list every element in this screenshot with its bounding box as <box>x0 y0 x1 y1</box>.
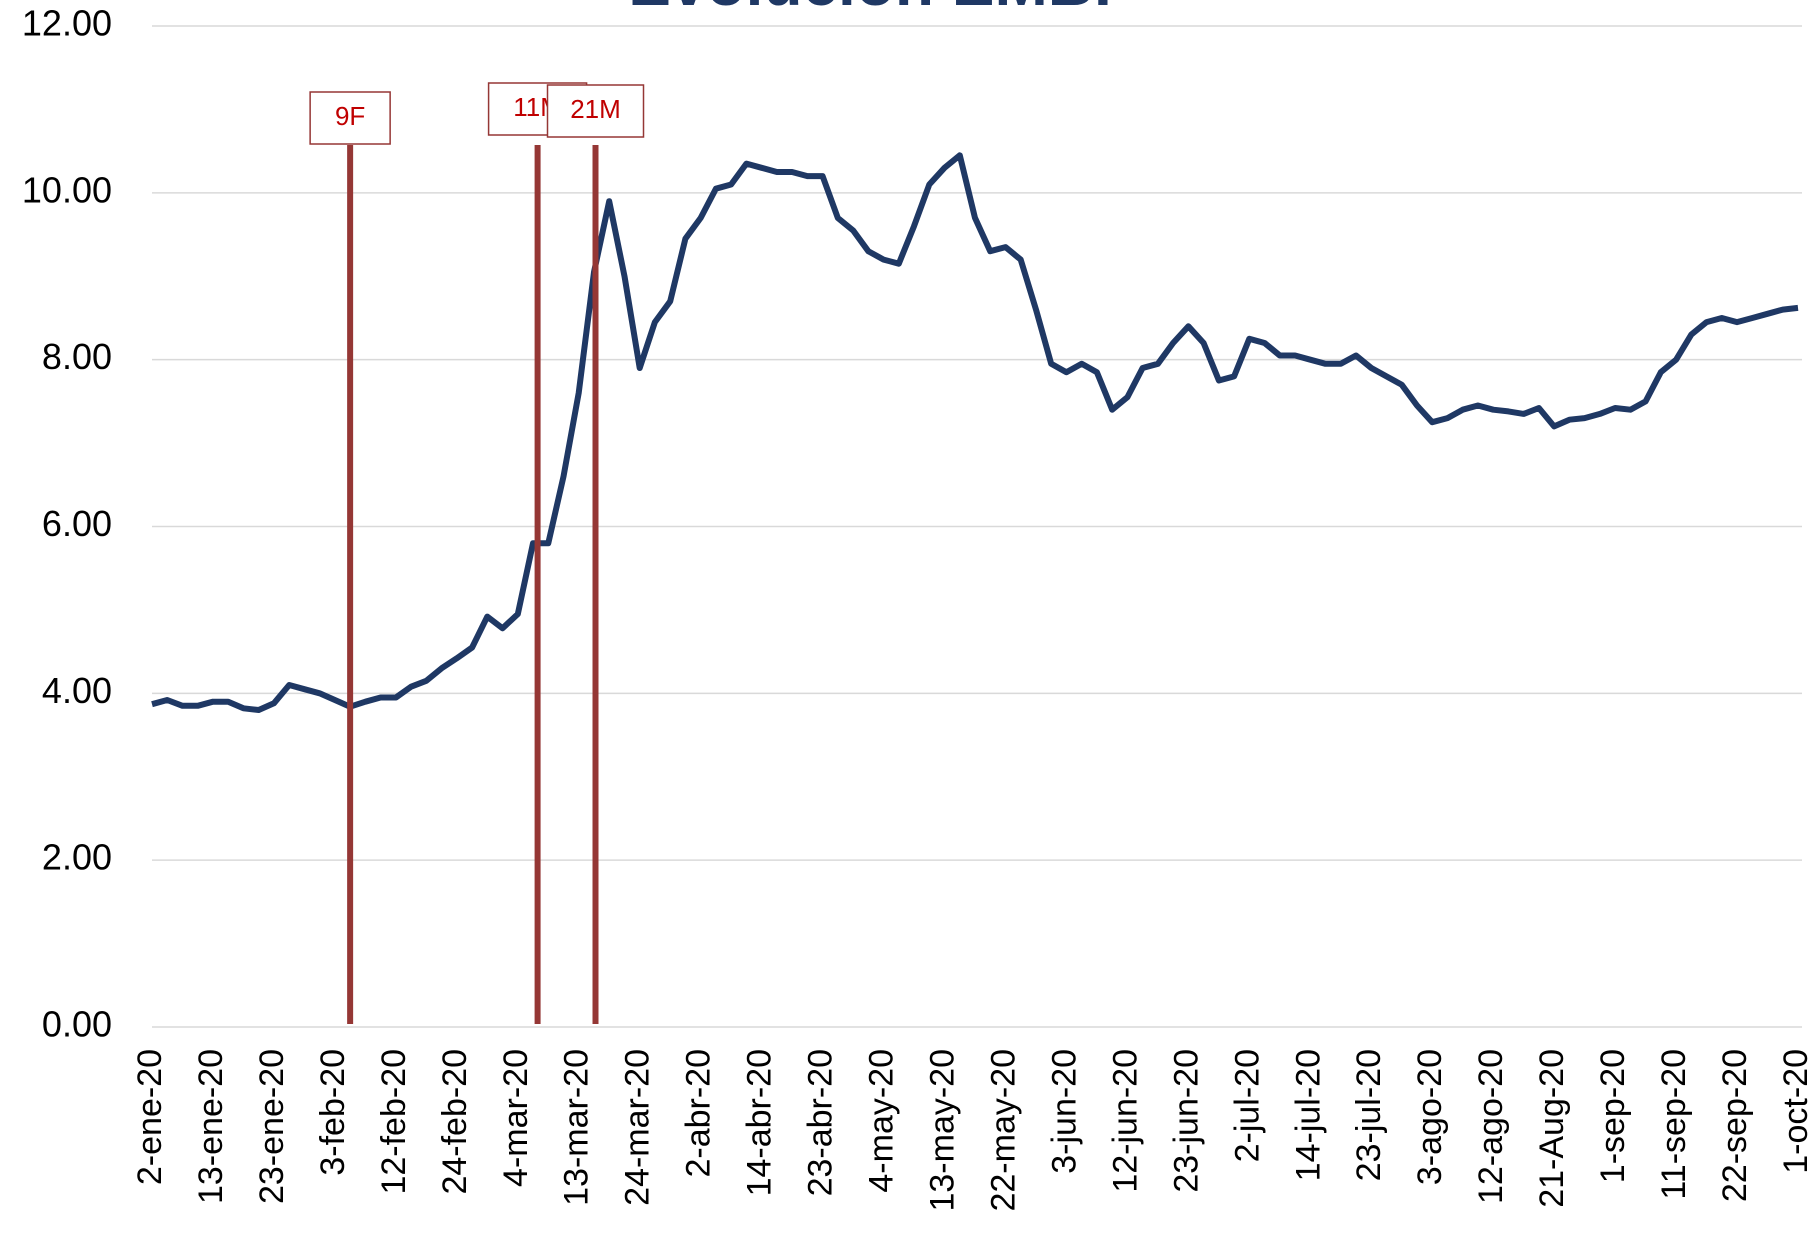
x-tick-label: 21-Aug-20 <box>1533 1049 1571 1208</box>
x-tick-label: 1-sep-20 <box>1594 1049 1632 1183</box>
event-box <box>309 91 391 145</box>
chart-title: Evolución EMBI <box>628 0 1112 19</box>
y-tick-label: 12.00 <box>22 3 112 44</box>
x-tick-label: 23-jul-20 <box>1350 1049 1388 1181</box>
line-series <box>151 152 1799 713</box>
x-tick-label: 12-ago-20 <box>1472 1049 1510 1204</box>
x-tick-label: 3-feb-20 <box>314 1049 352 1176</box>
x-tick-label: 1-oct-20 <box>1777 1049 1815 1174</box>
x-tick-label: 2-abr-20 <box>680 1049 718 1178</box>
x-tick-label: 4-mar-20 <box>497 1049 535 1187</box>
x-tick-label: 14-jul-20 <box>1289 1049 1327 1181</box>
x-tick-label: 22-sep-20 <box>1716 1049 1754 1202</box>
x-tick-label: 12-feb-20 <box>375 1049 413 1195</box>
y-tick-label: 10.00 <box>22 169 112 210</box>
x-tick-label: 23-ene-20 <box>253 1049 291 1204</box>
x-tick-label: 22-may-20 <box>984 1049 1022 1212</box>
x-tick-label: 13-ene-20 <box>192 1049 230 1204</box>
x-tick-label: 24-mar-20 <box>619 1049 657 1206</box>
x-tick-label: 12-jun-20 <box>1106 1049 1144 1193</box>
y-tick-label: 8.00 <box>42 336 112 377</box>
x-tick-label: 14-abr-20 <box>741 1049 779 1196</box>
event-box <box>546 84 645 138</box>
event-label: 21M <box>570 94 621 124</box>
y-tick-label: 2.00 <box>42 837 112 878</box>
y-tick-label: 6.00 <box>42 503 112 544</box>
x-tick-label: 23-jun-20 <box>1167 1049 1205 1193</box>
x-tick-label: 3-ago-20 <box>1411 1049 1449 1185</box>
x-tick-label: 2-jul-20 <box>1228 1049 1266 1162</box>
y-tick-label: 0.00 <box>42 1004 112 1045</box>
event-label: 9F <box>335 101 365 131</box>
x-tick-label: 11-sep-20 <box>1655 1049 1693 1200</box>
y-tick-label: 4.00 <box>42 670 112 711</box>
x-tick-label: 4-may-20 <box>863 1049 901 1193</box>
x-tick-label: 23-abr-20 <box>802 1049 840 1196</box>
x-tick-label: 13-mar-20 <box>558 1049 596 1206</box>
x-tick-label: 2-ene-20 <box>131 1049 169 1185</box>
x-tick-label: 13-may-20 <box>924 1049 962 1212</box>
x-tick-label: 3-jun-20 <box>1045 1049 1083 1174</box>
x-tick-label: 24-feb-20 <box>436 1049 474 1195</box>
